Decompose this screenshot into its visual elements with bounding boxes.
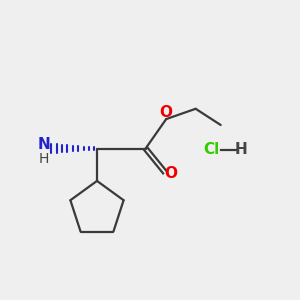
Text: N: N — [38, 137, 50, 152]
Text: O: O — [159, 105, 172, 120]
Text: O: O — [165, 166, 178, 181]
Text: Cl: Cl — [204, 142, 220, 158]
Text: H: H — [39, 152, 49, 166]
Text: H: H — [235, 142, 248, 158]
